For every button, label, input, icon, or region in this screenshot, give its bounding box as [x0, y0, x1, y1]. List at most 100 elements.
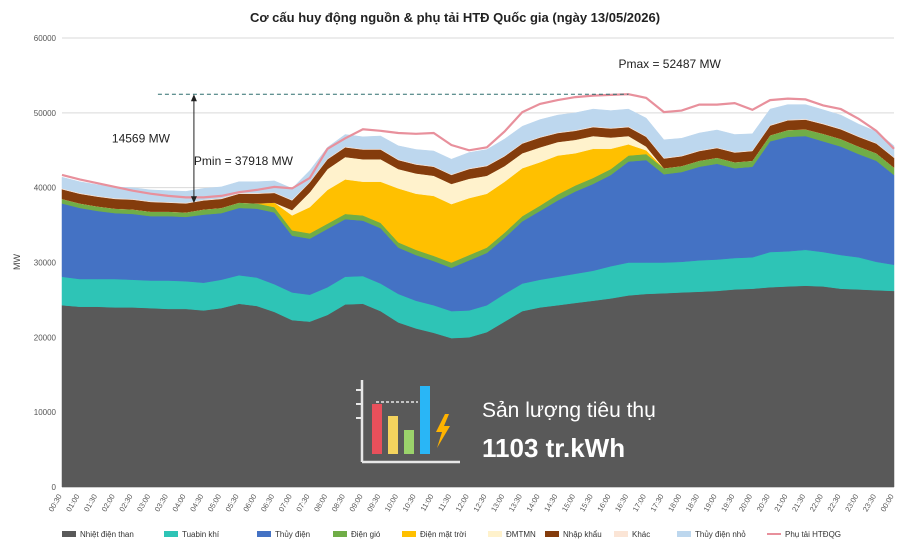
x-tick-label: 22:30	[825, 493, 842, 514]
x-tick-label: 08:00	[312, 492, 329, 513]
x-tick-label: 12:30	[471, 493, 488, 514]
x-tick-label: 23:00	[843, 493, 860, 514]
legend-label: Phụ tải HTĐQG	[785, 530, 841, 539]
x-tick-label: 05:30	[224, 492, 241, 513]
chart-title: Cơ cấu huy động nguồn & phụ tải HTĐ Quốc…	[250, 10, 660, 25]
legend-swatch	[333, 531, 347, 537]
x-tick-label: 04:30	[188, 492, 205, 513]
consumption-summary: Sản lượng tiêu thụ 1103 tr.kWh	[356, 380, 656, 464]
legend-label: Tuabin khí	[182, 530, 220, 539]
x-tick-label: 14:30	[542, 493, 559, 514]
summary-label: Sản lượng tiêu thụ	[482, 399, 656, 422]
stacked-areas	[61, 104, 895, 488]
x-tick-label: 08:30	[330, 492, 347, 513]
y-tick-label: 20000	[34, 333, 57, 342]
x-tick-label: 13:30	[507, 493, 524, 514]
x-tick-label: 11:00	[419, 492, 436, 512]
legend-label: ĐMTMN	[506, 530, 536, 539]
x-tick-label: 21:30	[790, 493, 807, 514]
arrow-head-up	[190, 94, 197, 102]
legend-label: Nhiệt điện than	[80, 530, 134, 539]
x-tick-label: 17:30	[648, 493, 665, 514]
y-tick-label: 10000	[34, 408, 57, 417]
x-tick-label: 09:00	[347, 492, 364, 513]
x-tick-label: 15:30	[578, 493, 595, 514]
legend-item: Nhiệt điện than	[62, 530, 134, 539]
x-tick-label: 09:30	[365, 492, 382, 513]
legend-item: Nhập khẩu	[545, 530, 602, 539]
x-tick-label: 10:00	[383, 492, 400, 513]
legend-swatch	[614, 531, 628, 537]
legend-swatch	[164, 531, 178, 537]
legend-swatch	[677, 531, 691, 537]
legend-label: Nhập khẩu	[563, 530, 602, 539]
legend-swatch	[545, 531, 559, 537]
legend-swatch	[402, 531, 416, 537]
x-tick-label: 18:00	[666, 493, 683, 514]
x-tick-label: 21:00	[772, 493, 789, 514]
bar-chart-lightning-icon	[356, 380, 460, 464]
x-tick-label: 16:00	[595, 493, 612, 514]
x-tick-label: 03:30	[153, 492, 170, 513]
legend-item: Tuabin khí	[164, 530, 220, 539]
x-tick-label: 13:00	[489, 493, 506, 514]
pmax-label: Pmax = 52487 MW	[618, 57, 721, 71]
x-tick-label: 07:00	[277, 492, 294, 513]
x-tick-label: 15:00	[560, 493, 577, 514]
legend-item: Thủy điện nhỏ	[677, 530, 746, 539]
x-tick-label: 04:00	[170, 492, 187, 513]
difference-label: 14569 MW	[112, 132, 171, 146]
y-axis-ticks: 0 10000 20000 30000 40000 50000 60000	[34, 34, 57, 492]
legend-label: Điện gió	[351, 530, 381, 539]
pmin-label: Pmin = 37918 MW	[194, 154, 294, 168]
y-tick-label: 50000	[34, 109, 57, 118]
legend-item: ĐMTMN	[488, 530, 536, 539]
x-tick-label: 06:30	[259, 492, 276, 513]
legend-label: Điện mặt trời	[420, 530, 466, 539]
legend-label: Khác	[632, 530, 650, 539]
x-tick-label: 03:00	[135, 492, 152, 513]
legend-item: Phụ tải HTĐQG	[767, 530, 841, 539]
area-series	[61, 104, 895, 203]
y-tick-label: 60000	[34, 34, 57, 43]
x-tick-label: 19:00	[702, 493, 719, 514]
x-axis-ticks: 00:30 01:00 01:30 02:00 02:30 03:00 03:30 04:00…	[47, 492, 896, 513]
legend-label: Thủy điện	[275, 530, 310, 539]
annotations: Pmax = 52487 MW Pmin = 37918 MW 14569 MW	[112, 57, 722, 204]
x-tick-label: 01:00	[64, 492, 81, 513]
x-tick-label: 11:30	[436, 492, 453, 512]
x-tick-label: 10:30	[401, 492, 418, 513]
x-tick-label: 19:30	[719, 493, 736, 514]
legend-item: Điện mặt trời	[402, 530, 466, 539]
x-tick-label: 00:00	[879, 493, 896, 514]
legend: Nhiệt điện than Tuabin khí Thủy điện Điện g…	[62, 530, 841, 539]
y-tick-label: 40000	[34, 184, 57, 193]
y-tick-label: 0	[52, 483, 57, 492]
legend-item: Thủy điện	[257, 530, 310, 539]
load-line	[61, 93, 895, 199]
y-tick-label: 30000	[34, 259, 57, 268]
x-tick-label: 02:00	[100, 492, 117, 513]
x-tick-label: 22:00	[808, 493, 825, 514]
x-tick-label: 20:30	[755, 493, 772, 514]
legend-swatch	[62, 531, 76, 537]
x-tick-label: 20:00	[737, 493, 754, 514]
legend-swatch	[488, 531, 502, 537]
x-tick-label: 01:30	[82, 492, 99, 513]
x-tick-label: 18:30	[684, 493, 701, 514]
legend-item: Khác	[614, 530, 650, 539]
x-tick-label: 06:00	[241, 492, 258, 513]
x-tick-label: 07:30	[294, 492, 311, 513]
x-tick-label: 23:30	[861, 493, 878, 514]
arrow-head-down	[190, 196, 197, 204]
x-tick-label: 16:30	[613, 493, 630, 514]
legend-label: Thủy điện nhỏ	[695, 530, 746, 539]
load-line-group	[61, 93, 895, 199]
x-tick-label: 17:00	[631, 493, 648, 514]
x-tick-label: 02:30	[117, 492, 134, 513]
summary-value: 1103 tr.kWh	[482, 433, 625, 463]
legend-item: Điện gió	[333, 530, 381, 539]
x-tick-label: 14:00	[525, 493, 542, 514]
legend-swatch	[257, 531, 271, 537]
